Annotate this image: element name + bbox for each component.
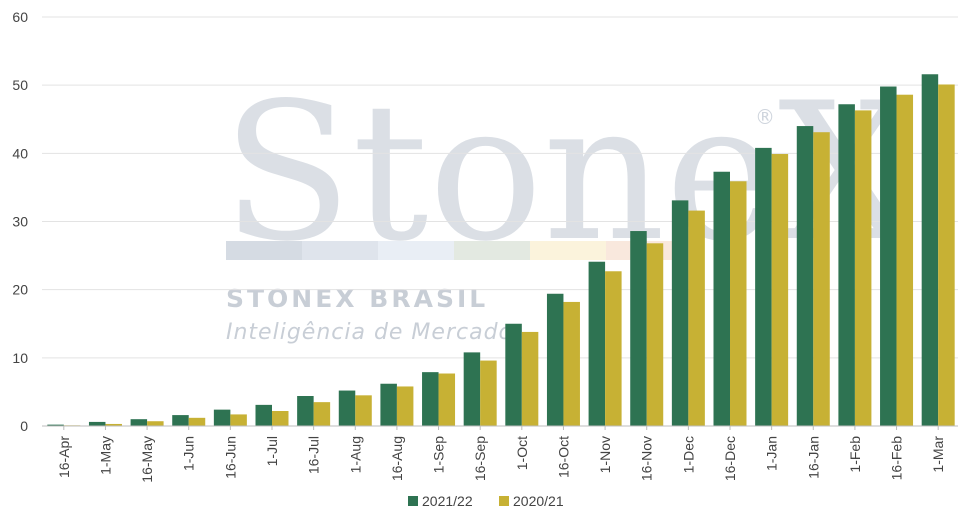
x-tick-label: 16-Jul (306, 436, 322, 474)
bar-2020-21 (438, 373, 456, 426)
x-tick-label: 1-Feb (847, 436, 863, 473)
bar-2020-21 (605, 271, 622, 426)
bar-2021-22 (213, 409, 231, 426)
watermark-stripe (454, 241, 530, 260)
bar-2020-21 (813, 132, 830, 426)
bar-2020-21 (771, 154, 789, 426)
bar-2020-21 (230, 414, 247, 426)
x-tick-label: 16-Apr (56, 436, 72, 478)
bar-2021-22 (47, 424, 64, 426)
x-tick-label: 16-Nov (639, 436, 655, 481)
y-axis: 0 10 20 30 40 50 60 (12, 9, 28, 434)
bar-2021-22 (130, 419, 148, 426)
bar-2020-21 (730, 181, 747, 426)
x-tick-label: 16-Aug (389, 436, 405, 481)
bar-2020-21 (396, 386, 414, 426)
bar-2020-21 (105, 423, 122, 426)
legend-label: 2020/21 (513, 493, 564, 509)
bar-2020-21 (896, 94, 914, 427)
bar-2020-21 (938, 84, 955, 427)
bar-2021-22 (713, 171, 730, 426)
bar-2020-21 (688, 210, 705, 426)
legend-swatch (408, 496, 418, 506)
x-tick-label: 1-Aug (347, 436, 363, 473)
bar-2021-22 (838, 104, 855, 427)
x-tick-label: 1-Jul (264, 436, 280, 466)
y-tick-label: 60 (12, 9, 28, 25)
x-tick-label: 1-Sep (431, 436, 447, 474)
watermark-stripe (226, 241, 302, 260)
watermark-line2: Inteligência de Mercado (226, 320, 513, 345)
x-tick-label: 16-Jun (222, 436, 238, 479)
bar-2020-21 (521, 331, 539, 426)
bars (47, 74, 955, 427)
x-tick-label: 1-Jan (764, 436, 780, 471)
legend: 2021/22 2020/21 (408, 493, 564, 509)
x-tick-label: 16-Sep (472, 436, 488, 481)
bar-2021-22 (172, 415, 189, 426)
bar-2020-21 (355, 395, 372, 426)
bar-2021-22 (880, 86, 897, 426)
watermark-stripe (530, 241, 606, 260)
bar-2021-22 (755, 147, 772, 426)
bar-2020-21 (563, 301, 580, 426)
bar-2021-22 (546, 293, 564, 426)
bar-2021-22 (380, 383, 397, 426)
bar-2020-21 (188, 417, 206, 426)
bar-2021-22 (671, 200, 689, 426)
bar-2020-21 (646, 243, 664, 426)
x-tick-label: 1-May (97, 436, 113, 475)
watermark-stripe (378, 241, 454, 260)
watermark-registered-mark: ® (755, 105, 775, 129)
x-tick-label: 1-Mar (930, 436, 946, 473)
bar-2021-22 (297, 396, 314, 426)
bar-2020-21 (480, 360, 497, 426)
bar-2021-22 (255, 404, 272, 426)
x-tick-label: 16-Dec (722, 436, 738, 481)
y-tick-label: 20 (12, 282, 28, 298)
bar-2020-21 (272, 411, 289, 426)
y-tick-label: 0 (20, 418, 28, 434)
x-tick-label: 16-May (139, 436, 155, 483)
legend-label: 2021/22 (422, 493, 473, 509)
x-tick-label: 1-Jun (181, 436, 197, 471)
bar-2021-22 (588, 261, 606, 426)
y-tick-label: 50 (12, 77, 28, 93)
watermark-color-stripes (226, 241, 682, 260)
bar-2021-22 (463, 352, 481, 426)
bar-2020-21 (147, 421, 164, 426)
x-axis: 16-Apr 1-May 16-May 1-Jun 16-Jun 1-Jul 16-Jul 1… (42, 425, 958, 483)
x-tick-label: 1-Oct (514, 436, 530, 470)
y-tick-label: 10 (12, 350, 28, 366)
bar-2021-22 (88, 421, 106, 426)
x-tick-label: 16-Jan (805, 436, 821, 479)
x-tick-label: 1-Dec (680, 436, 696, 473)
bar-2021-22 (796, 126, 814, 427)
bar-2021-22 (630, 231, 647, 426)
bar-2021-22 (422, 372, 439, 426)
bar-2021-22 (338, 390, 356, 426)
watermark-stripe (302, 241, 378, 260)
legend-swatch (499, 496, 509, 506)
x-tick-label: 16-Oct (555, 436, 571, 478)
bar-2021-22 (505, 323, 522, 426)
x-tick-label: 1-Nov (597, 436, 613, 473)
bar-2020-21 (854, 110, 872, 426)
bar-2021-22 (921, 74, 939, 426)
x-tick-label: 16-Feb (889, 436, 905, 481)
watermark-line1: STONEX BRASIL (226, 284, 488, 313)
y-tick-label: 40 (12, 145, 28, 161)
bar-2020-21 (313, 402, 331, 426)
y-tick-label: 30 (12, 214, 28, 230)
